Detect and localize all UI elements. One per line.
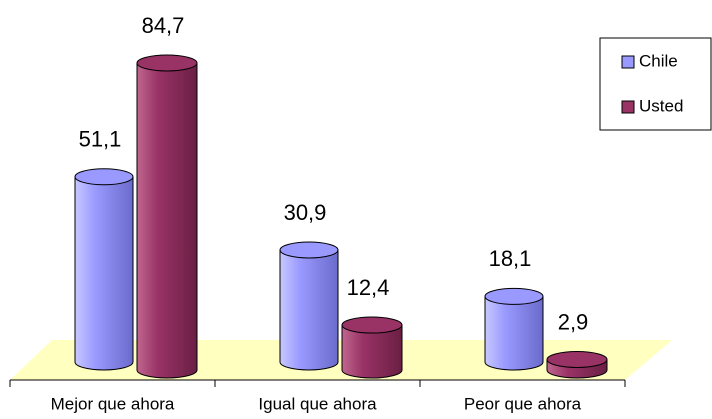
value-label: 12,4 xyxy=(347,275,390,300)
bar-top xyxy=(279,241,339,259)
bar xyxy=(136,62,198,379)
value-label: 18,1 xyxy=(489,246,532,271)
bar xyxy=(484,295,544,371)
bar-top xyxy=(341,316,403,334)
value-label: 30,9 xyxy=(284,200,327,225)
value-label: 2,9 xyxy=(558,309,589,334)
bar xyxy=(74,176,134,371)
legend-label: Usted xyxy=(639,96,683,115)
x-tick-label: Peor que ahora xyxy=(464,394,582,413)
bar-top xyxy=(484,287,544,305)
bar-top xyxy=(74,168,134,186)
bar-top xyxy=(546,350,608,368)
legend-label: Chile xyxy=(639,51,678,70)
bar xyxy=(279,249,339,371)
x-tick-label: Mejor que ahora xyxy=(51,394,175,413)
legend-swatch xyxy=(621,100,635,114)
legend xyxy=(599,37,712,131)
bar xyxy=(341,324,403,379)
bar-top xyxy=(136,54,198,72)
legend-swatch xyxy=(621,55,635,69)
value-label: 51,1 xyxy=(79,127,122,152)
x-tick-label: Igual que ahora xyxy=(258,394,377,413)
value-label: 84,7 xyxy=(142,13,185,38)
